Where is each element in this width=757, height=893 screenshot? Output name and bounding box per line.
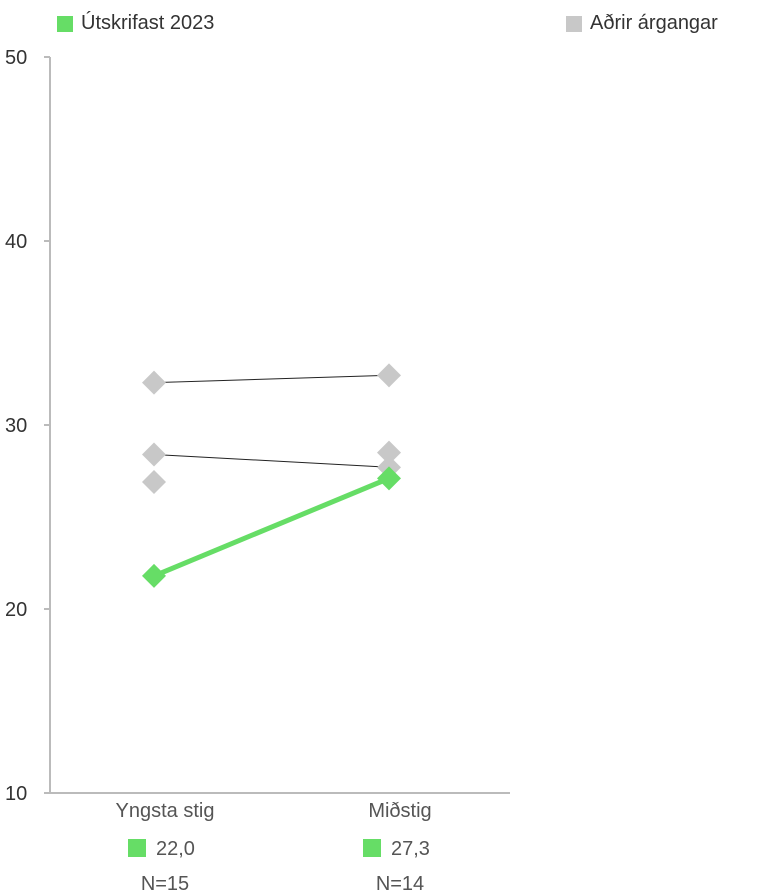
summary-swatch — [363, 839, 381, 857]
summary-n-label: N=14 — [376, 873, 424, 893]
x-tick-label: Yngsta stig — [116, 800, 215, 822]
data-point-other — [142, 371, 166, 395]
x-tick-label: Miðstig — [368, 800, 431, 822]
data-point-other — [377, 363, 401, 387]
y-tick-label: 50 — [5, 47, 27, 69]
y-tick-label: 30 — [5, 415, 27, 437]
y-tick-label: 10 — [5, 783, 27, 805]
series-line-other — [154, 454, 389, 467]
series-line-primary — [154, 478, 389, 576]
summary-n-label: N=15 — [141, 873, 189, 893]
y-tick-label: 20 — [5, 599, 27, 621]
series-line-other — [154, 375, 389, 382]
y-tick-label: 40 — [5, 231, 27, 253]
summary-value-label: 22,0 — [156, 838, 195, 860]
data-point-other — [377, 441, 401, 465]
data-point-other — [142, 470, 166, 494]
summary-swatch — [128, 839, 146, 857]
data-point-other — [142, 442, 166, 466]
data-point-primary — [142, 564, 166, 588]
summary-value-label: 27,3 — [391, 838, 430, 860]
